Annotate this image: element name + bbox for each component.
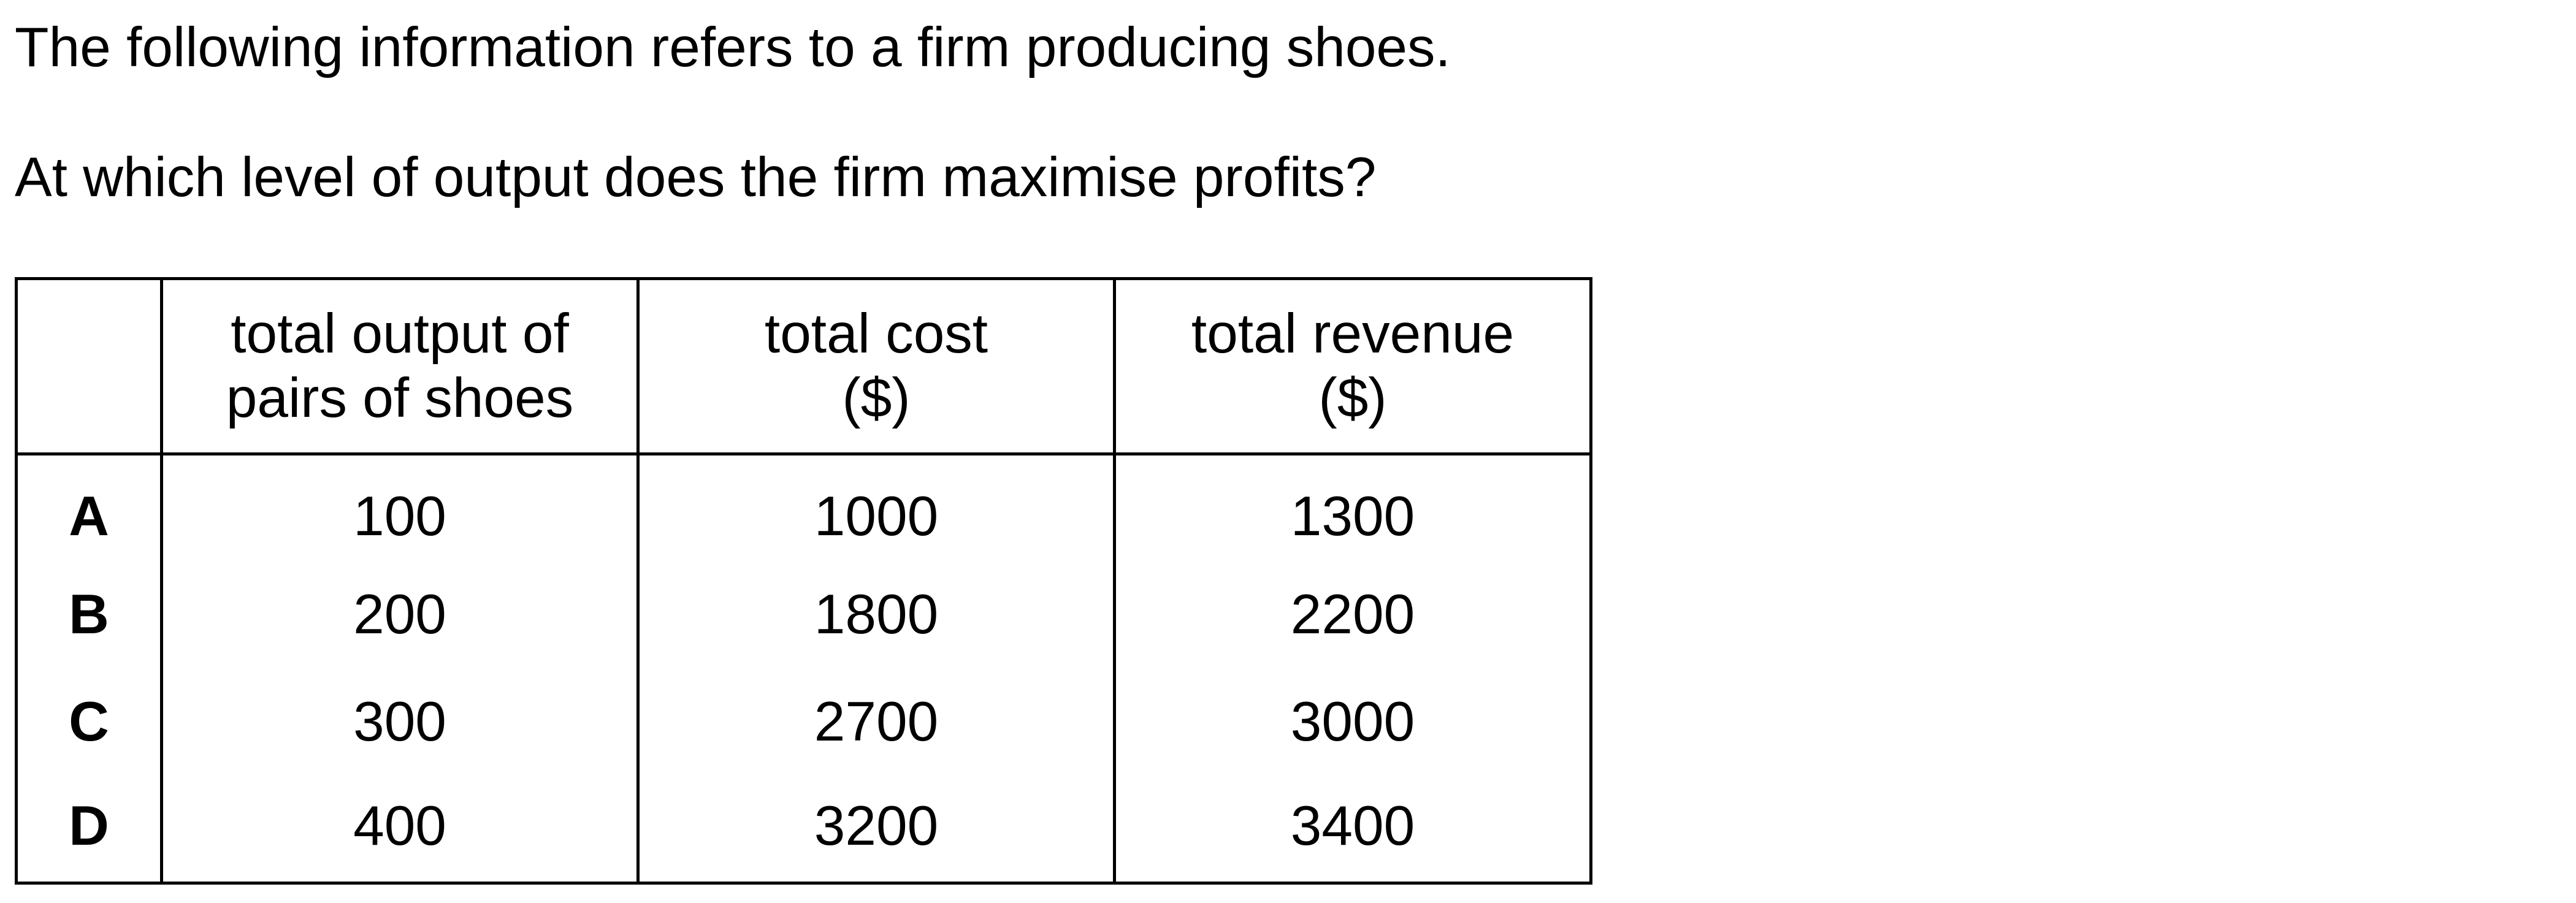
header-cost-line1: total cost	[764, 302, 988, 365]
header-output-line2: pairs of shoes	[226, 367, 574, 429]
header-revenue-line2: ($)	[1318, 367, 1387, 429]
header-cost: total cost ($)	[636, 277, 1116, 455]
table-row: C 300 2700 3000	[15, 668, 1592, 776]
revenue-cell: 2200	[1113, 561, 1592, 669]
output-cell: 100	[160, 454, 640, 562]
cost-cell: 1800	[636, 561, 1116, 669]
option-letter: C	[15, 668, 163, 776]
options-table: total output of pairs of shoes total cos…	[15, 277, 1592, 885]
table-row: D 400 3200 3400	[15, 775, 1592, 885]
header-output-line1: total output of	[231, 302, 569, 365]
option-letter: B	[15, 561, 163, 669]
revenue-cell: 3000	[1113, 668, 1592, 776]
header-option-cell	[15, 277, 163, 455]
cost-cell: 2700	[636, 668, 1116, 776]
header-revenue-line1: total revenue	[1191, 302, 1515, 365]
table-row: B 200 1800 2200	[15, 561, 1592, 669]
header-revenue: total revenue ($)	[1113, 277, 1592, 455]
header-cost-line2: ($)	[842, 367, 911, 429]
option-letter: D	[15, 775, 163, 885]
output-cell: 300	[160, 668, 640, 776]
table-row: A 100 1000 1300	[15, 454, 1592, 562]
cost-cell: 3200	[636, 775, 1116, 885]
table-header-row: total output of pairs of shoes total cos…	[15, 277, 1592, 455]
question-text: At which level of output does the firm m…	[15, 147, 1377, 208]
header-output: total output of pairs of shoes	[160, 277, 640, 455]
cost-cell: 1000	[636, 454, 1116, 562]
intro-text: The following information refers to a fi…	[15, 17, 1451, 78]
output-cell: 400	[160, 775, 640, 885]
output-cell: 200	[160, 561, 640, 669]
revenue-cell: 3400	[1113, 775, 1592, 885]
option-letter: A	[15, 454, 163, 562]
revenue-cell: 1300	[1113, 454, 1592, 562]
